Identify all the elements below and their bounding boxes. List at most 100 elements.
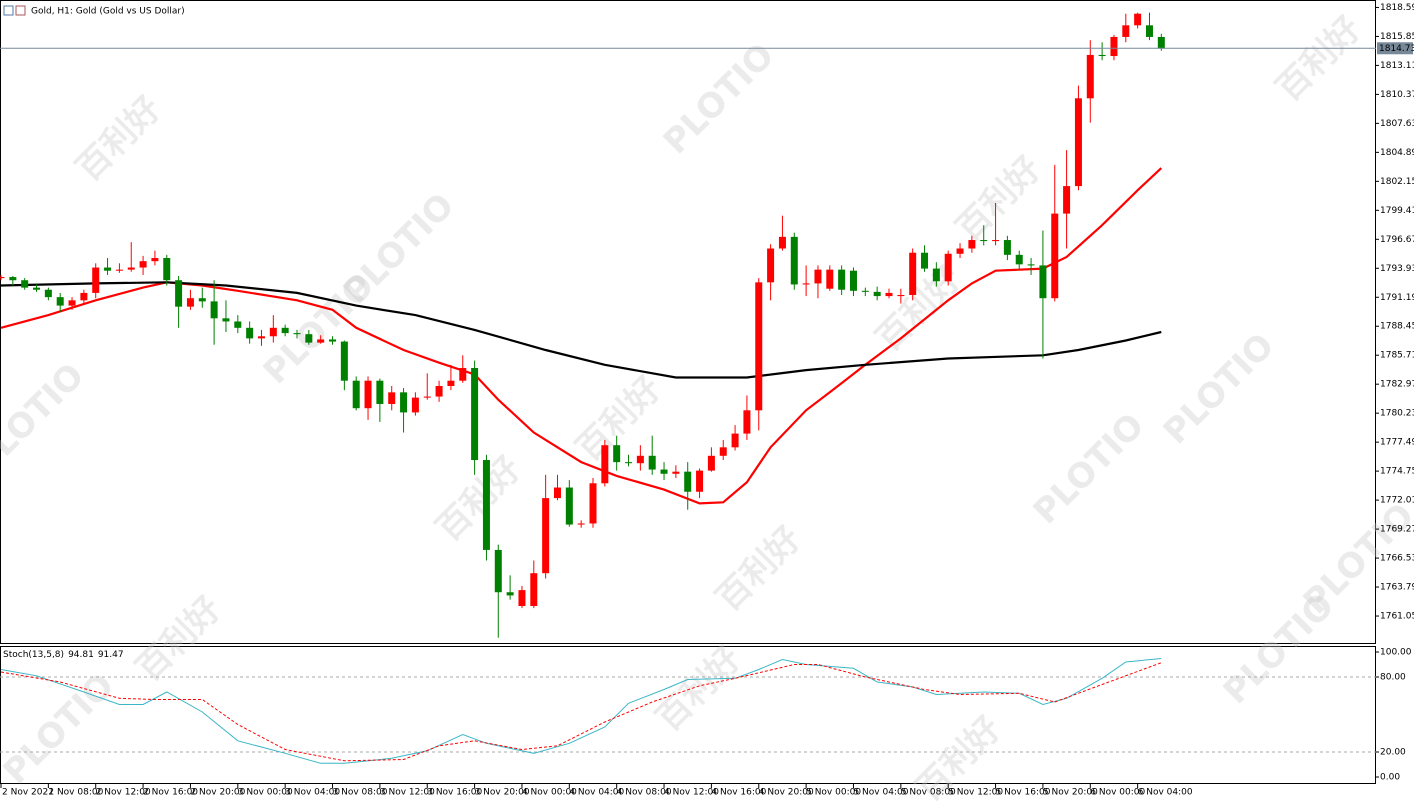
indicator-value: 94.81 [68,650,94,660]
watermark: PLOTIO [0,356,92,483]
candle-body [921,252,929,269]
candle-body [553,487,561,499]
candle-body [932,268,940,282]
candle-body [376,380,384,404]
candle-body [305,334,313,343]
watermark: 百利好 [429,449,529,549]
candle-body [447,380,455,386]
candle-body [115,269,123,271]
candle-body [186,298,194,307]
last-price-label: 1814.73 [1379,44,1414,54]
candle-body [660,469,668,474]
y-tick-label: 1815.85 [1380,32,1414,42]
candle-body [909,252,917,296]
candle-body [198,298,206,302]
candle-body [577,523,585,525]
candle-body [1027,264,1035,266]
x-tick-label: 2 Nov 12:00 [96,788,151,798]
x-tick-label: 3 Nov 04:00 [285,788,340,798]
candle-body [1122,25,1130,37]
candle-body [151,258,159,262]
stoch-line [0,662,1162,762]
watermark: 百利好 [869,259,969,359]
candle-body [648,455,656,470]
candle-body [707,455,715,471]
icon [3,5,14,16]
candle-body [636,455,644,464]
y-tick-label: 1780.23 [1380,409,1414,419]
candle-body [9,277,17,281]
y-tick-label: 1785.71 [1380,351,1414,361]
x-tick-label: 3 Nov 00:00 [238,788,293,798]
x-tick-label: 4 Nov 00:00 [522,788,577,798]
candle-body [992,240,1000,242]
candle-body [1074,98,1082,187]
watermark: PLOTIO [1156,326,1283,453]
watermark: 百利好 [949,149,1049,249]
candle-body [861,290,869,292]
stoch-line [0,658,1162,764]
y-tick-label: 20.00 [1380,748,1406,758]
candle-body [849,270,857,291]
candle-body [317,339,325,343]
candle-body [790,236,798,285]
candle-body [589,483,597,524]
candle-body [956,248,964,254]
watermark: PLOTIO [656,36,783,163]
x-tick-label: 4 Nov 04:00 [569,788,624,798]
title-icons [3,5,26,16]
candle-body [838,269,846,290]
x-tick-label: 5 Nov 16:00 [996,788,1051,798]
candle-body [1098,54,1106,56]
x-tick-label: 5 Nov 12:00 [948,788,1003,798]
candle-body [411,397,419,413]
moving-average [0,281,1162,379]
candle-body [210,301,218,319]
x-tick-label: 5 Nov 08:00 [901,788,956,798]
candle-body [897,295,905,297]
candle-body [293,333,301,335]
y-tick-label: 1818.59 [1380,3,1414,13]
candle-body [1039,265,1047,299]
moving-average [0,167,1163,505]
candle-body [127,267,135,270]
candle-body [104,267,112,271]
watermark: 百利好 [69,89,169,189]
y-tick-label: 1774.75 [1380,467,1414,477]
candle-body [684,471,692,492]
candle-body [21,280,29,288]
candle-body [340,341,348,381]
main-frame [0,0,1376,644]
candle-body [802,283,810,285]
candle-body [1051,213,1059,299]
candle-body [281,327,289,334]
candle-body [471,368,479,461]
candle-body [625,462,633,464]
candle-body [968,240,976,249]
candle-body [873,291,881,297]
candle-body [388,392,396,404]
y-tick-label: 1796.67 [1380,235,1414,245]
candle-body [731,433,739,448]
x-tick-label: 5 Nov 04:00 [853,788,908,798]
watermark: 百利好 [1269,9,1369,109]
x-tick-label: 2 Nov 16:00 [143,788,198,798]
candle-body [352,380,360,409]
y-tick-label: 100.00 [1380,648,1412,658]
watermarks: 百利好 PLOTIO 百利好 PLOTIO 百利好 PLOTIO 百利好 PLOTIO 百利好 P… [0,9,1414,801]
candle-body [1110,36,1118,56]
watermark: 百利好 [709,519,809,619]
x-tick-label: 2 Nov 20:00 [190,788,245,798]
candle-body [56,297,64,306]
candle-body [1015,254,1023,265]
x-tick-label: 5 Nov 00:00 [806,788,861,798]
watermark: 百利好 [649,639,749,739]
candle-body [435,385,443,397]
candle-body [530,573,538,606]
candle-body [1086,54,1094,99]
candle-body [139,261,147,268]
candle-body [80,292,88,301]
candle-body [1157,36,1165,49]
candle-body [672,471,680,474]
candle-body [601,445,609,484]
